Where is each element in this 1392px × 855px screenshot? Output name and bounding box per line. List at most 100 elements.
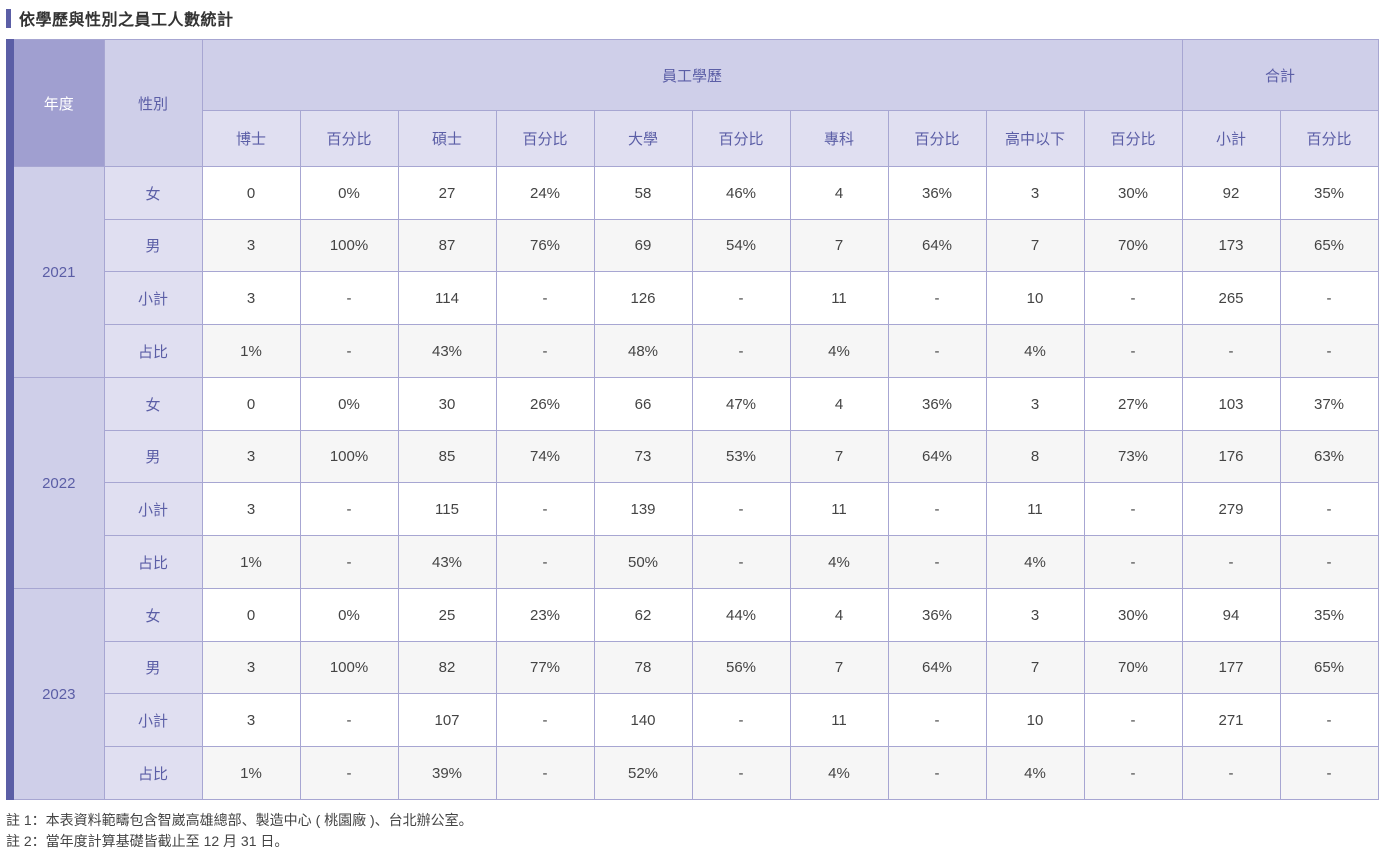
column-header: 百分比 xyxy=(691,110,791,167)
value-cell: 4% xyxy=(985,324,1085,378)
table-row: 2022 女 0 0% 30 26% 66 47% 4 36% 3 27% 103 37% xyxy=(9,377,1379,589)
value-cell: 64% xyxy=(887,219,987,272)
value-cell: 54% xyxy=(691,219,791,272)
value-cell: 4 xyxy=(789,377,889,431)
value-cell: 7 xyxy=(985,641,1085,694)
value-cell: 27 xyxy=(397,166,497,220)
value-cell: 94 xyxy=(1181,588,1281,642)
value-cell: - xyxy=(495,746,595,800)
value-cell: 7 xyxy=(789,641,889,694)
value-cell: 4% xyxy=(789,324,889,378)
value-cell: 11 xyxy=(789,271,889,325)
value-cell: 100% xyxy=(299,641,399,694)
value-cell: - xyxy=(887,482,987,536)
value-cell: - xyxy=(1279,535,1379,589)
value-cell: 107 xyxy=(397,693,497,747)
value-cell: 100% xyxy=(299,430,399,483)
value-cell: 126 xyxy=(593,271,693,325)
page-title: 依學歷與性別之員工人數統計 xyxy=(19,12,234,29)
value-cell: 0 xyxy=(201,377,301,431)
value-cell: - xyxy=(299,535,399,589)
row-label-cell: 占比 xyxy=(103,324,203,378)
value-cell: 82 xyxy=(397,641,497,694)
value-cell: - xyxy=(495,271,595,325)
row-label-cell: 女 xyxy=(103,377,203,431)
value-cell: 177 xyxy=(1181,641,1281,694)
column-header: 百分比 xyxy=(299,110,399,167)
row-label-cell: 小計 xyxy=(103,271,203,325)
value-cell: 66 xyxy=(593,377,693,431)
value-cell: - xyxy=(1083,271,1183,325)
table-row: 占比 1% -39% -52% -4% -4% - - - xyxy=(10,746,1379,800)
table-row: 2023 女 0 0% 25 23% 62 44% 4 36% 3 30% 94 35% xyxy=(9,588,1379,800)
value-cell: 3 xyxy=(201,482,301,536)
row-label-cell: 小計 xyxy=(103,482,203,536)
value-cell: 25 xyxy=(397,588,497,642)
value-cell: - xyxy=(1279,693,1379,747)
value-cell: - xyxy=(495,535,595,589)
year-column-header: 年度 xyxy=(9,39,105,167)
section-header: 依學歷與性別之員工人數統計 xyxy=(6,8,234,29)
value-cell: 139 xyxy=(593,482,693,536)
value-cell: 10 xyxy=(985,693,1085,747)
value-cell: - xyxy=(299,693,399,747)
row-label-cell: 女 xyxy=(103,166,203,220)
value-cell: 87 xyxy=(397,219,497,272)
value-cell: 43% xyxy=(397,324,497,378)
column-header: 小計 xyxy=(1181,110,1281,167)
value-cell: 37% xyxy=(1279,377,1379,431)
value-cell: 43% xyxy=(397,535,497,589)
column-header: 大學 xyxy=(593,110,693,167)
value-cell: - xyxy=(1279,271,1379,325)
value-cell: 8 xyxy=(985,430,1085,483)
value-cell: - xyxy=(299,746,399,800)
value-cell: 35% xyxy=(1279,588,1379,642)
value-cell: 0 xyxy=(201,166,301,220)
value-cell: 56% xyxy=(691,641,791,694)
value-cell: 4 xyxy=(789,588,889,642)
value-cell: - xyxy=(1181,324,1281,378)
footnote: 註 1：本表資料範疇包含智崴高雄總部、製造中心 ( 桃園廠 )、台北辦公室。 xyxy=(6,812,473,828)
value-cell: 48% xyxy=(593,324,693,378)
table-row: 小計 3-114-126-11-10-265- xyxy=(10,271,1379,325)
value-cell: 27% xyxy=(1083,377,1183,431)
value-cell: 26% xyxy=(495,377,595,431)
value-cell: 1% xyxy=(201,746,301,800)
value-cell: 65% xyxy=(1279,641,1379,694)
value-cell: 11 xyxy=(985,482,1085,536)
value-cell: 7 xyxy=(985,219,1085,272)
table-row: 小計 3-107-140-11-10-271- xyxy=(10,693,1379,747)
value-cell: - xyxy=(1279,746,1379,800)
title-accent-bar xyxy=(6,8,11,28)
value-cell: 3 xyxy=(201,219,301,272)
value-cell: 58 xyxy=(593,166,693,220)
value-cell: 3 xyxy=(985,588,1085,642)
value-cell: 24% xyxy=(495,166,595,220)
table-row: 男 3 100% 87 76% 69 54% 7 64% 7 70% 173 65% xyxy=(10,219,1379,272)
value-cell: 53% xyxy=(691,430,791,483)
value-cell: 50% xyxy=(593,535,693,589)
value-cell: - xyxy=(495,324,595,378)
value-cell: - xyxy=(1083,746,1183,800)
value-cell: 100% xyxy=(299,219,399,272)
value-cell: 30% xyxy=(1083,166,1183,220)
value-cell: 3 xyxy=(201,430,301,483)
value-cell: 77% xyxy=(495,641,595,694)
value-cell: 46% xyxy=(691,166,791,220)
value-cell: - xyxy=(887,535,987,589)
value-cell: 173 xyxy=(1181,219,1281,272)
value-cell: 7 xyxy=(789,430,889,483)
row-label-cell: 占比 xyxy=(103,535,203,589)
value-cell: 47% xyxy=(691,377,791,431)
value-cell: - xyxy=(887,693,987,747)
value-cell: 39% xyxy=(397,746,497,800)
footnotes: 註 1：本表資料範疇包含智崴高雄總部、製造中心 ( 桃園廠 )、台北辦公室。 註… xyxy=(6,810,473,852)
value-cell: - xyxy=(887,324,987,378)
value-cell: - xyxy=(1181,535,1281,589)
row-label-cell: 男 xyxy=(103,430,203,483)
column-header: 碩士 xyxy=(397,110,497,167)
value-cell: 114 xyxy=(397,271,497,325)
value-cell: 265 xyxy=(1181,271,1281,325)
value-cell: - xyxy=(1279,324,1379,378)
value-cell: 0% xyxy=(299,166,399,220)
